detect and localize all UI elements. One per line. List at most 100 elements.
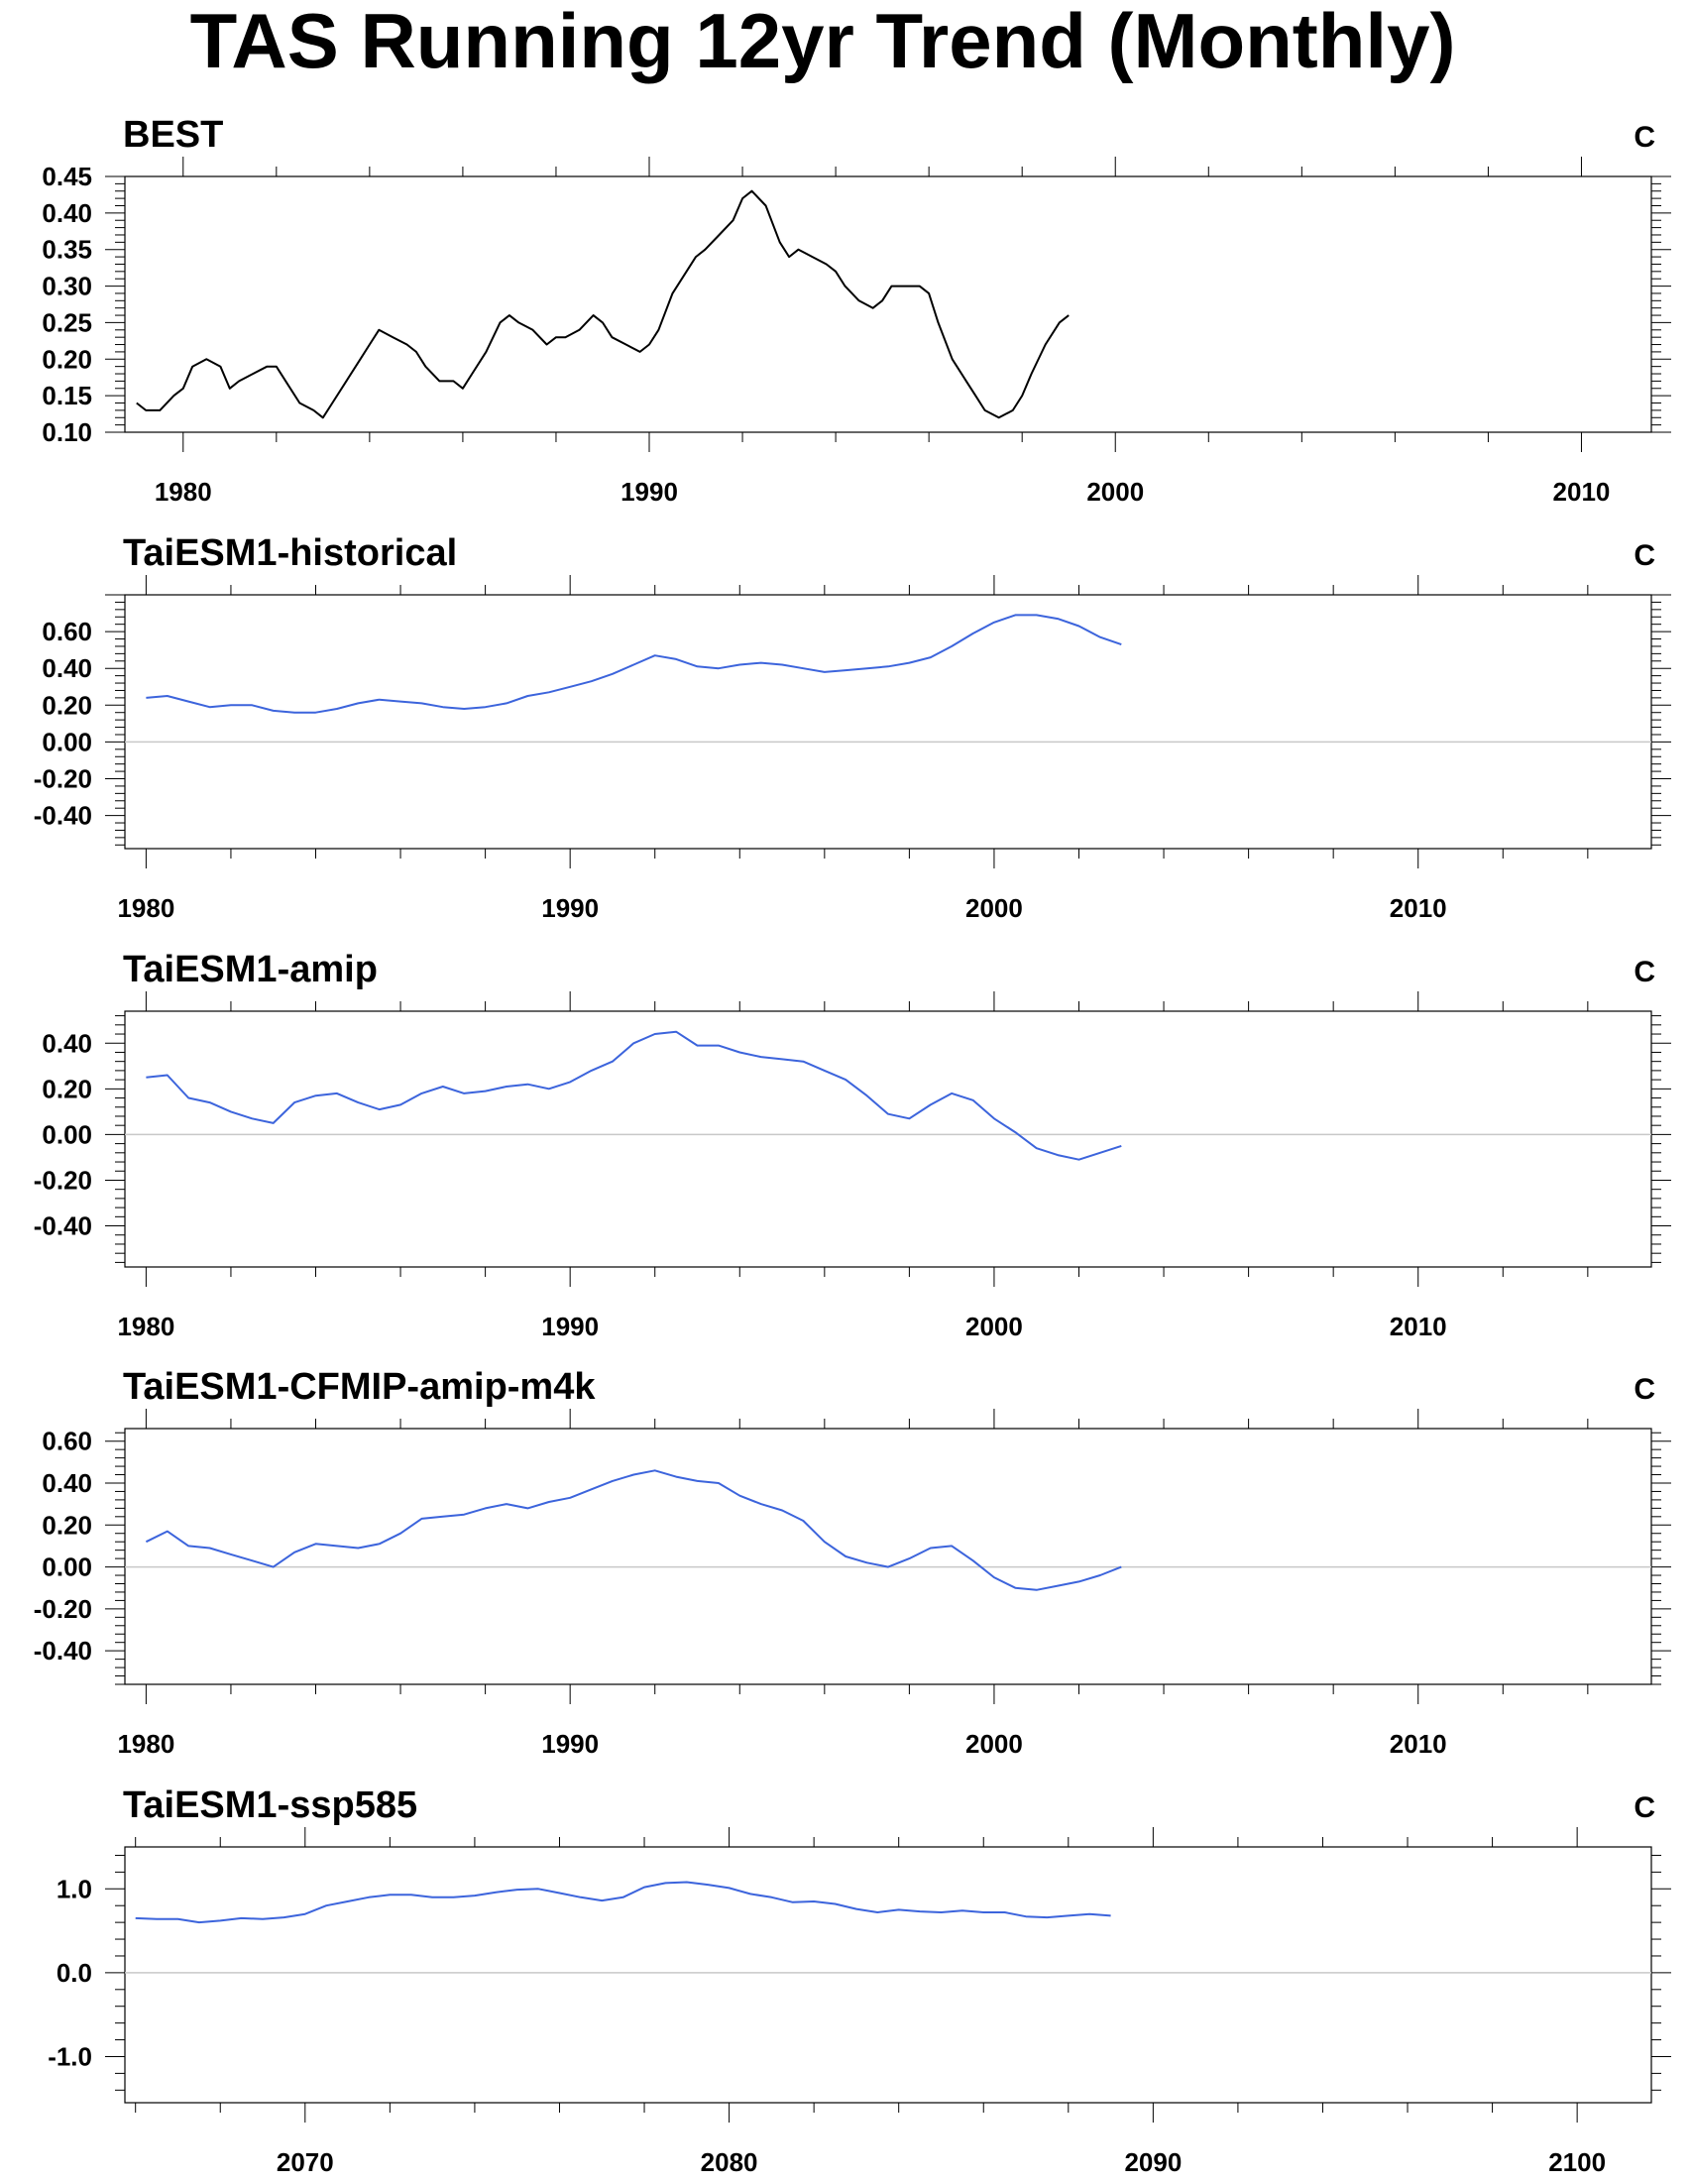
y-tick-label: 0.35: [42, 235, 92, 265]
y-tick-label: -0.40: [34, 1636, 92, 1666]
data-point: [369, 344, 371, 346]
data-point: [500, 321, 502, 323]
panel-title: TaiESM1-CFMIP-amip-m4k: [123, 1366, 596, 1408]
data-point: [612, 1061, 614, 1063]
data-point: [938, 321, 940, 323]
data-point: [1099, 636, 1101, 638]
data-point: [591, 680, 593, 682]
data-point: [531, 329, 533, 331]
chart-panel-4: TaiESM1-CFMIP-amip-m4k C 1980 1990 2000 2010 -…: [34, 1366, 1671, 1759]
data-point: [537, 1888, 539, 1890]
data-point: [788, 256, 790, 258]
data-point: [1012, 409, 1014, 411]
data-point: [858, 299, 860, 301]
x-tick-label: 1980: [117, 1312, 174, 1341]
data-point: [697, 1480, 699, 1482]
data-point: [431, 1897, 433, 1898]
data-point: [293, 712, 295, 714]
data-point: [392, 336, 394, 338]
data-point: [750, 190, 752, 192]
data-point: [624, 344, 626, 346]
data-point: [664, 1882, 666, 1884]
data-point: [898, 1908, 900, 1910]
data-point: [558, 1893, 560, 1895]
data-point: [835, 271, 837, 273]
y-tick-label: 0.0: [56, 1958, 92, 1988]
data-point: [866, 667, 868, 669]
data-point: [845, 286, 846, 287]
panel-title: TaiESM1-historical: [123, 532, 457, 574]
data-point: [824, 1070, 826, 1072]
x-tick-label: 2090: [1124, 2147, 1182, 2177]
data-point: [357, 1548, 359, 1550]
data-point: [331, 402, 333, 404]
data-point: [336, 708, 338, 710]
y-tick-label: -0.20: [34, 1165, 92, 1195]
data-point: [471, 373, 473, 375]
x-tick-label: 2010: [1390, 1312, 1447, 1341]
data-point: [675, 658, 677, 660]
series-line: [146, 614, 1122, 714]
y-tick-label: 0.15: [42, 381, 92, 410]
plot-frame: [124, 1010, 1652, 1268]
data-point: [872, 307, 874, 309]
data-point: [262, 1918, 264, 1920]
data-point: [266, 366, 268, 368]
data-point: [824, 1541, 826, 1543]
data-point: [167, 1075, 169, 1077]
data-point: [930, 1103, 932, 1105]
data-point: [506, 702, 508, 704]
data-point: [209, 1101, 211, 1103]
data-point: [145, 1077, 147, 1079]
data-point: [276, 366, 278, 368]
data-point: [998, 416, 1000, 418]
x-tick-label: 2000: [965, 893, 1023, 923]
x-tick-label: 2070: [277, 2147, 334, 2177]
data-point: [729, 1887, 731, 1889]
plot-frame: [124, 175, 1652, 433]
data-point: [972, 1559, 974, 1561]
data-point: [951, 1545, 953, 1547]
y-tick-label: -0.40: [34, 801, 92, 831]
x-tick-label: 2100: [1548, 2147, 1606, 2177]
data-point: [733, 219, 734, 221]
data-point: [779, 241, 781, 243]
data-point: [749, 1893, 751, 1895]
y-tick-label: 0.20: [42, 690, 92, 720]
data-point: [908, 662, 910, 664]
data-point: [1031, 373, 1033, 375]
data-point: [379, 1543, 381, 1545]
data-point: [760, 1056, 762, 1058]
data-point: [835, 1903, 837, 1905]
data-point: [569, 686, 571, 688]
data-point: [516, 1889, 518, 1891]
data-point: [792, 1901, 794, 1903]
data-point: [438, 380, 440, 382]
data-point: [251, 1117, 253, 1119]
data-point: [312, 409, 314, 411]
y-tick-label: -0.20: [34, 764, 92, 794]
data-point: [315, 1543, 317, 1545]
chart-panel-5: TaiESM1-ssp585 C 2070 2080 2090 2100 -1.0 0.0 1.…: [48, 1784, 1671, 2177]
panel-title: TaiESM1-ssp585: [123, 1784, 417, 1826]
data-point: [410, 1894, 412, 1896]
data-point: [887, 1113, 889, 1115]
y-tick-label: 0.25: [42, 307, 92, 337]
data-point: [591, 1488, 593, 1490]
data-point: [891, 286, 893, 287]
data-point: [802, 1520, 804, 1522]
data-point: [738, 663, 740, 665]
data-point: [578, 329, 580, 331]
data-point: [230, 1553, 232, 1555]
data-point: [241, 1917, 243, 1919]
series-line: [146, 1030, 1122, 1161]
data-point: [675, 1476, 677, 1478]
data-point: [1078, 1580, 1080, 1582]
data-point: [639, 351, 641, 353]
data-point: [612, 673, 614, 675]
data-point: [866, 1561, 868, 1563]
x-tick-label: 2000: [965, 1312, 1023, 1341]
data-point: [315, 1094, 317, 1096]
data-point: [951, 645, 953, 647]
data-point: [760, 1503, 762, 1505]
